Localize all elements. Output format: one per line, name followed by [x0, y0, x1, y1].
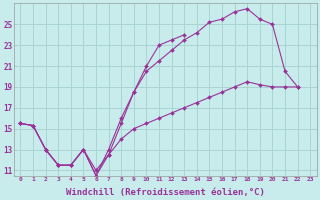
X-axis label: Windchill (Refroidissement éolien,°C): Windchill (Refroidissement éolien,°C) — [66, 188, 265, 197]
